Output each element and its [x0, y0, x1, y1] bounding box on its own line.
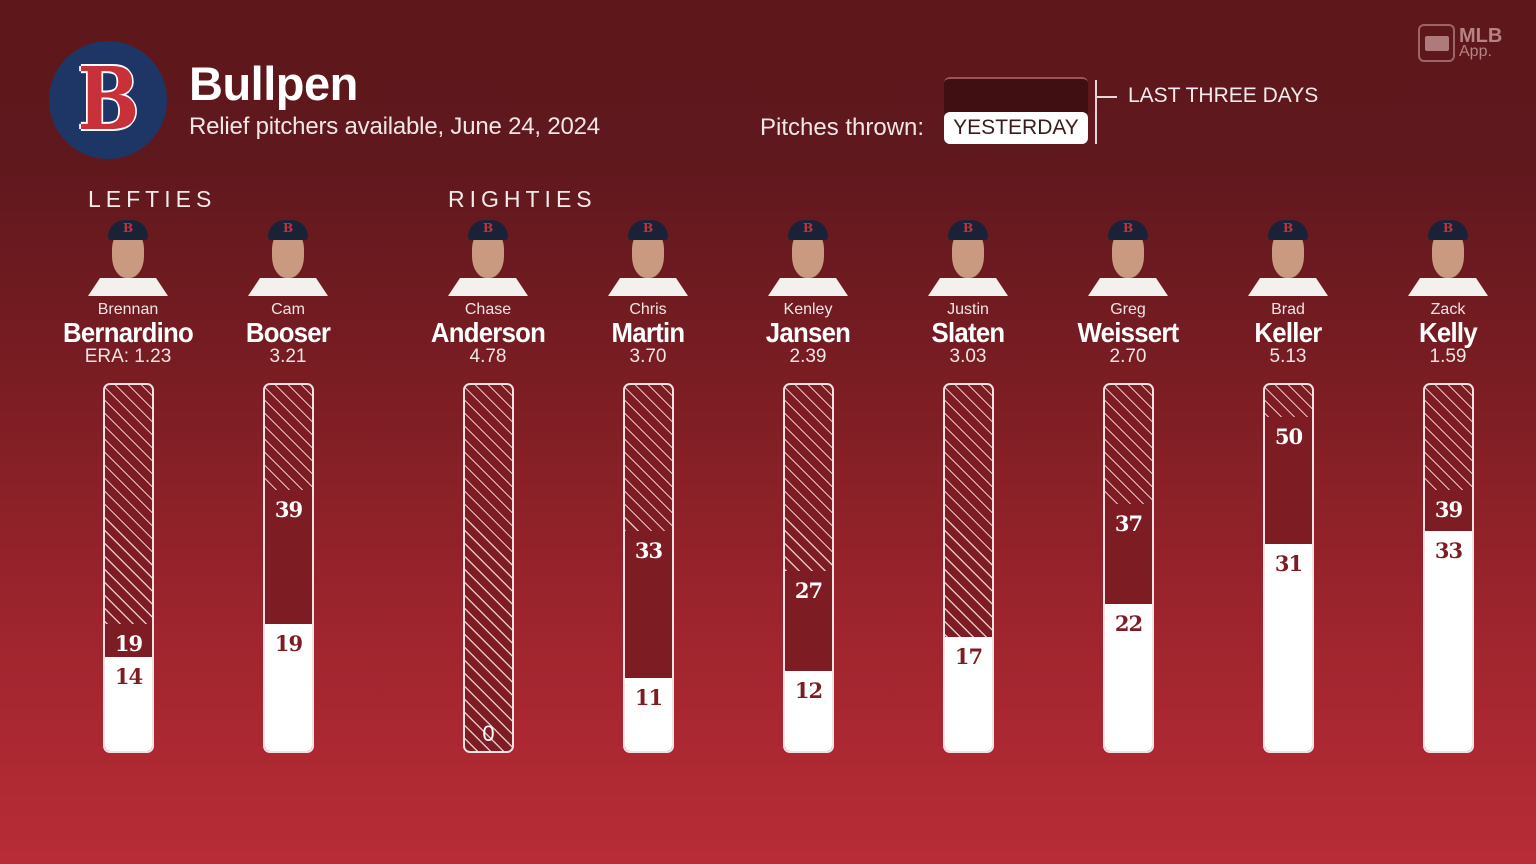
- bar-yesterday: 17: [945, 637, 992, 751]
- cap-icon: [1268, 220, 1308, 240]
- player-first-name: Chase: [464, 301, 512, 318]
- player-card: Chris Martin 3.70: [568, 216, 728, 368]
- bar-yesterday: 11: [625, 677, 672, 751]
- red-sox-logo: B: [49, 41, 167, 159]
- cap-icon: [468, 220, 508, 240]
- player-headshot: [448, 216, 528, 296]
- player-card: Justin Slaten 3.03: [888, 216, 1048, 368]
- player-first-name: Kenley: [783, 301, 833, 318]
- player-headshot: [608, 216, 688, 296]
- cap-icon: [948, 220, 988, 240]
- pitch-bar: 33 11: [623, 383, 674, 753]
- player-card: Kenley Jansen 2.39: [728, 216, 888, 368]
- player-last-name: Booser: [245, 317, 331, 348]
- brand-line2: App.: [1459, 42, 1492, 60]
- player-first-name: Chris: [629, 301, 667, 318]
- player-era: 1.59: [1429, 346, 1467, 368]
- player-last-name: Keller: [1254, 317, 1322, 348]
- cap-icon: [108, 220, 148, 240]
- pitches-thrown-label: Pitches thrown:: [760, 114, 925, 141]
- player-first-name: Brennan: [97, 301, 159, 318]
- cap-icon: [1108, 220, 1148, 240]
- cap-icon: [628, 220, 668, 240]
- pitch-bar: 50 31: [1263, 383, 1314, 753]
- bar-yesterday: 31: [1265, 543, 1312, 751]
- cap-icon: [1428, 220, 1468, 240]
- player-headshot: [1408, 216, 1488, 296]
- pitch-bar: 27 12: [783, 383, 834, 753]
- player-era: ERA: 1.23: [84, 346, 172, 368]
- player-card: Zack Kelly 1.59: [1368, 216, 1528, 368]
- player-card: Brad Keller 5.13: [1208, 216, 1368, 368]
- player-last-name: Kelly: [1419, 317, 1478, 348]
- bar-yesterday: 19: [265, 624, 312, 751]
- legend-last-three-swatch: [944, 77, 1088, 113]
- page-title: Bullpen: [189, 57, 358, 110]
- player-era: 2.70: [1109, 346, 1147, 368]
- page-subtitle: Relief pitchers available, June 24, 2024: [189, 113, 600, 140]
- player-first-name: Cam: [271, 301, 305, 318]
- legend-bracket-tick: [1097, 96, 1117, 98]
- player-headshot: [768, 216, 848, 296]
- player-era: 3.70: [629, 346, 667, 368]
- pitch-bar: 39 33: [1423, 383, 1474, 753]
- player-first-name: Zack: [1430, 301, 1466, 318]
- player-era: 3.21: [269, 346, 307, 368]
- pitch-bar: 19 14: [103, 383, 154, 753]
- pitch-bar: 39 19: [263, 383, 314, 753]
- group-label-righties: RIGHTIES: [448, 186, 597, 212]
- bar-zero-label: 0: [482, 721, 495, 746]
- legend-bracket: [1095, 80, 1097, 144]
- brand-line1: MLB: [1459, 24, 1503, 47]
- group-label-lefties: LEFTIES: [88, 186, 217, 212]
- player-card: Brennan Bernardino ERA: 1.23: [48, 216, 208, 368]
- player-card: Chase Anderson 4.78: [408, 216, 568, 368]
- player-last-name: Slaten: [931, 317, 1006, 348]
- player-last-name: Jansen: [765, 317, 851, 348]
- player-first-name: Brad: [1271, 301, 1305, 318]
- player-card: Greg Weissert 2.70: [1048, 216, 1208, 368]
- player-card: Cam Booser 3.21: [208, 216, 368, 368]
- mlb-batter-icon: [1418, 24, 1455, 62]
- bar-yesterday: 22: [1105, 604, 1152, 751]
- bar-yesterday: 33: [1425, 530, 1472, 751]
- player-era: 3.03: [949, 346, 987, 368]
- pitch-bar: 37 22: [1103, 383, 1154, 753]
- player-headshot: [248, 216, 328, 296]
- cap-icon: [788, 220, 828, 240]
- player-last-name: Weissert: [1077, 317, 1179, 348]
- legend-last-three-label: LAST THREE DAYS: [1128, 84, 1319, 107]
- player-headshot: [1088, 216, 1168, 296]
- player-last-name: Bernardino: [62, 317, 194, 348]
- player-headshot: [928, 216, 1008, 296]
- player-headshot: [88, 216, 168, 296]
- bar-yesterday: 14: [105, 657, 152, 751]
- player-era: 2.39: [789, 346, 827, 368]
- player-first-name: Justin: [947, 301, 989, 318]
- player-last-name: Anderson: [430, 317, 546, 348]
- mlb-app-logo: MLB App.: [1418, 24, 1502, 62]
- legend-yesterday-swatch: YESTERDAY: [944, 112, 1088, 144]
- player-headshot: [1248, 216, 1328, 296]
- player-era: 4.78: [469, 346, 507, 368]
- player-era: 5.13: [1269, 346, 1307, 368]
- team-logo-letter: B: [77, 49, 139, 150]
- bar-yesterday: 12: [785, 670, 832, 751]
- cap-icon: [268, 220, 308, 240]
- pitch-bar: 17: [943, 383, 994, 753]
- player-first-name: Greg: [1110, 301, 1146, 318]
- pitch-bar: 0: [463, 383, 514, 753]
- player-last-name: Martin: [611, 317, 686, 348]
